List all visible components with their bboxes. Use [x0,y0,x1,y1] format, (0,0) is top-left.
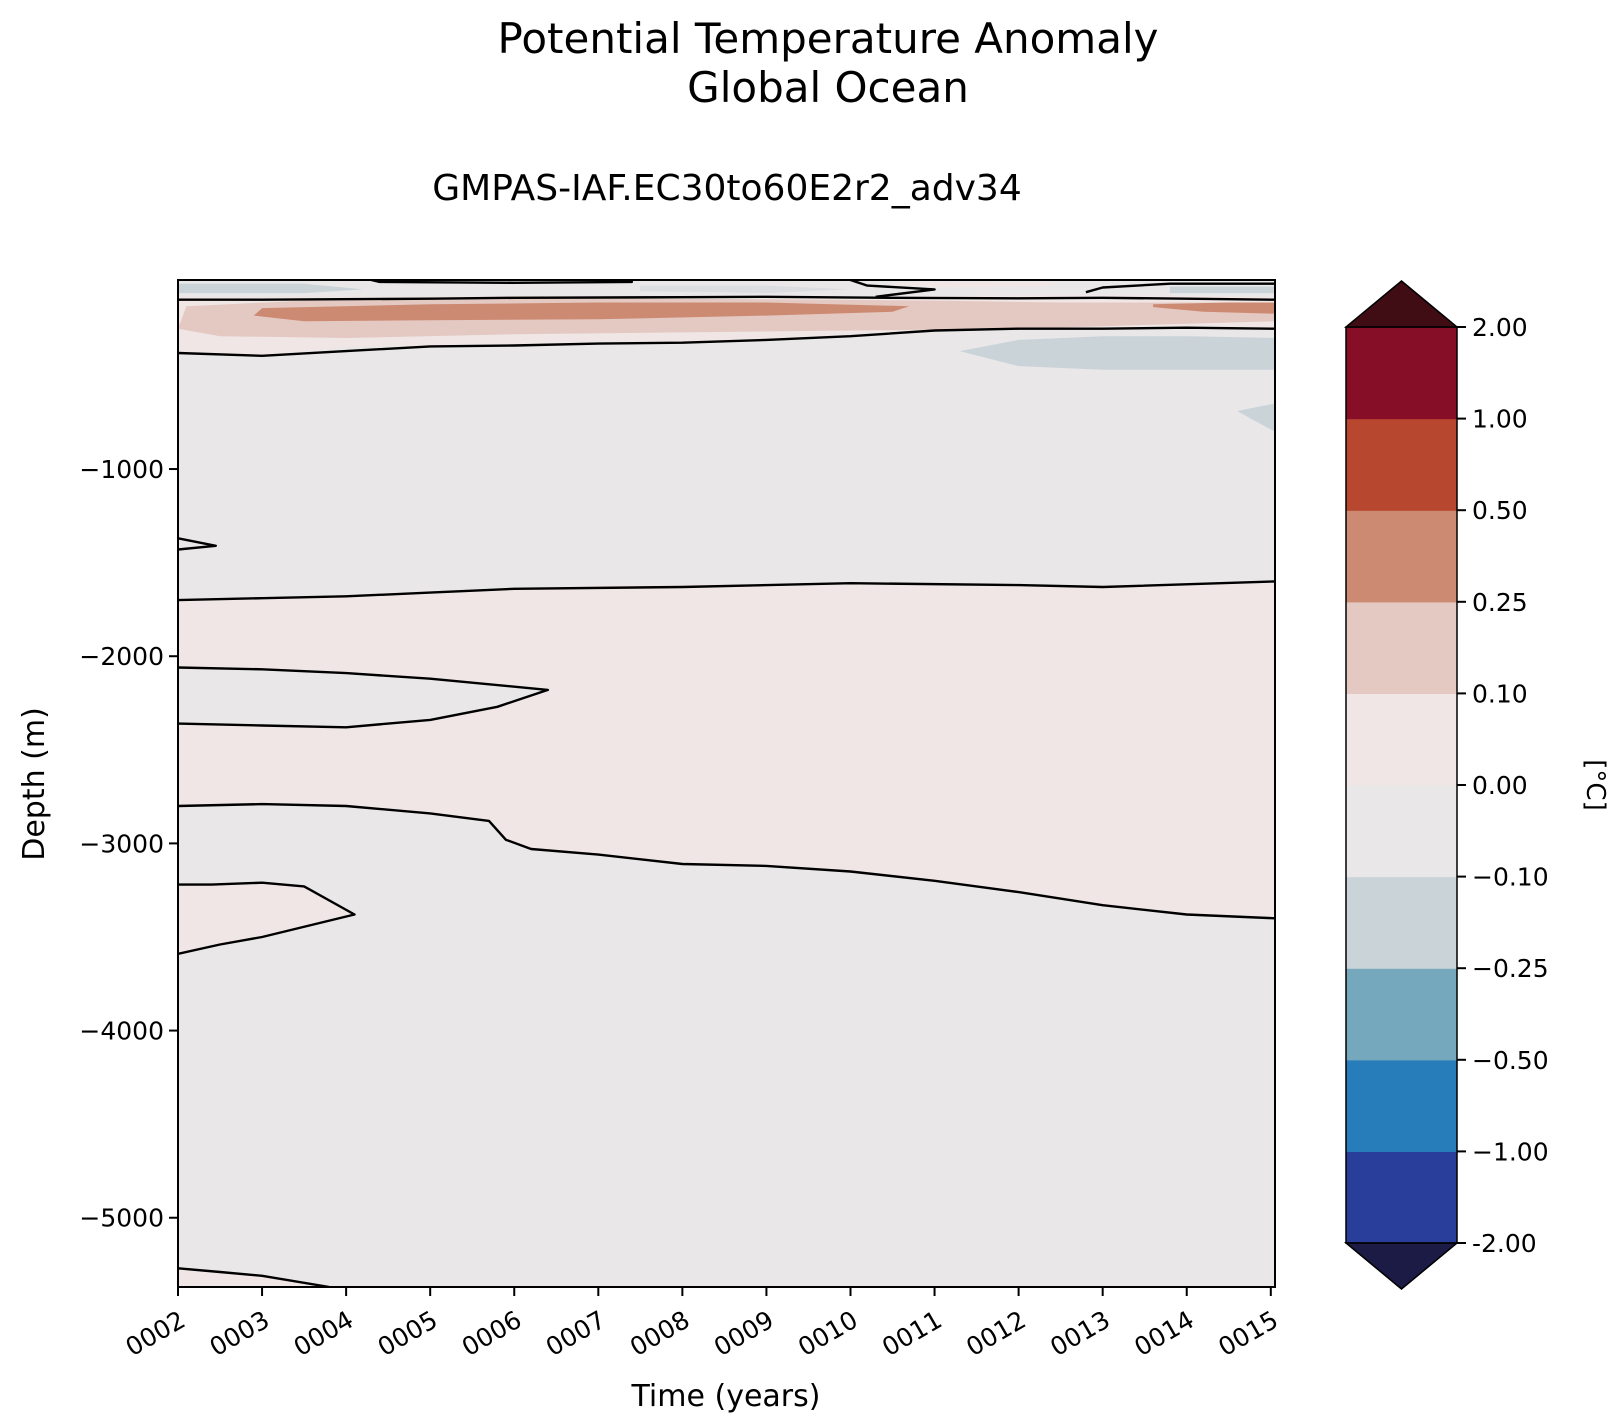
colorbar-tick-label: −1.00 [1472,1137,1549,1166]
colorbar: -2.00 −1.00 −0.50 −0.25 −0.10 0.00 0.10 0.25 0.5… [1343,280,1549,1290]
colorbar-swatch [1346,968,1457,1061]
region-negative-lens-2000m [178,667,548,728]
chart-title-line-2: Global Ocean [687,63,969,112]
region-positive-lens-3300m [178,882,355,954]
colorbar-under-extension [1343,1242,1460,1290]
contour-zero-contour-surface-loop-right [1085,282,1275,294]
zero-contours [178,280,1275,1287]
x-axis: 0002 0003 0004 0005 0006 0007 0008 0009 0010 0011… [121,1287,1283,1362]
contour-zero-contour-400m [178,326,1275,357]
colorbar-swatch [1346,601,1457,694]
colorbar-tick-label: −0.25 [1472,954,1549,983]
colorbar-tick-label: 0.00 [1472,771,1528,800]
region-negative-surface-left [178,283,363,294]
x-tick-label: 0007 [541,1305,611,1362]
anomaly-regions [178,281,1275,1287]
region-negative-700m-right [1237,403,1275,432]
y-tick-label: −1000 [79,455,164,484]
colorbar-tick-label: 2.00 [1472,313,1528,342]
y-axis-label: Depth (m) [17,707,52,861]
y-tick-label: −2000 [79,642,164,671]
contour-zero-contour-2800m [178,802,1275,920]
colorbar-label: [°C] [1580,759,1610,810]
x-tick-label: 0015 [1213,1305,1283,1362]
chart-title-line-1: Potential Temperature Anomaly [497,14,1159,63]
x-tick-label: 0003 [205,1305,275,1362]
colorbar-swatch [1346,510,1457,603]
colorbar-tick-label: -2.00 [1472,1229,1537,1258]
x-tick-label: 0002 [121,1305,191,1362]
x-tick-label: 0004 [289,1305,359,1362]
x-tick-label: 0010 [793,1305,863,1362]
contour-zero-contour-1400m-spike [178,537,217,551]
x-tick-label: 0012 [961,1305,1031,1362]
colorbar-over-extension [1343,280,1460,328]
colorbar-swatch [1346,1059,1457,1152]
region-positive-bottom-left [178,1268,330,1287]
y-tick-label: −3000 [79,829,164,858]
region-positive-upper-strong [253,302,910,322]
colorbar-tick-label: 0.25 [1472,588,1528,617]
chart-subtitle: GMPAS-IAF.EC30to60E2r2_adv34 [432,168,1022,209]
region-negative-surface-right [1169,286,1275,294]
contour-zero-contour-surface-loop-left [371,280,634,284]
colorbar-swatch [1346,785,1457,878]
colorbar-swatch [1346,418,1457,511]
region-positive-upper-right [1153,302,1275,314]
region-negative-surface-mid [640,285,851,294]
plot-area [177,279,1276,1288]
colorbar-tick-label: 1.00 [1472,405,1528,434]
colorbar-swatch [1346,876,1457,969]
colorbar-tick-label: −0.10 [1472,863,1549,892]
colorbar-tick-label: 0.50 [1472,496,1528,525]
x-tick-label: 0009 [709,1305,779,1362]
colorbar-swatch [1346,693,1457,786]
contour-zero-contour-3300m-lens [178,881,356,955]
contour-zero-contour-1700m [178,580,1275,602]
region-negative-subsurface-right [959,336,1275,370]
y-axis: −1000 −2000 −3000 −4000 −5000 [79,455,178,1233]
contour-zero-contour-surface [178,295,1275,301]
region-positive-deep-band [178,581,1275,919]
colorbar-tick-label: 0.10 [1472,679,1528,708]
x-tick-label: 0013 [1045,1305,1115,1362]
x-tick-label: 0014 [1129,1305,1199,1362]
colorbar-swatch [1346,1151,1457,1244]
x-axis-label: Time (years) [631,1379,821,1414]
x-tick-label: 0006 [457,1305,527,1362]
contour-zero-contour-bottom [178,1267,330,1287]
x-tick-label: 0005 [373,1305,443,1362]
y-tick-label: −4000 [79,1017,164,1046]
plot-frame [177,279,1276,1288]
contour-zero-contour-2000m-lens [178,666,550,729]
y-tick-label: −5000 [79,1204,164,1233]
x-tick-label: 0008 [625,1305,695,1362]
region-positive-surface-top [892,281,1061,288]
colorbar-tick-label: −0.50 [1472,1046,1549,1075]
x-tick-label: 0011 [877,1305,947,1362]
contour-zero-contour-surface-loop-mid [850,280,936,298]
colorbar-swatch [1346,327,1457,420]
